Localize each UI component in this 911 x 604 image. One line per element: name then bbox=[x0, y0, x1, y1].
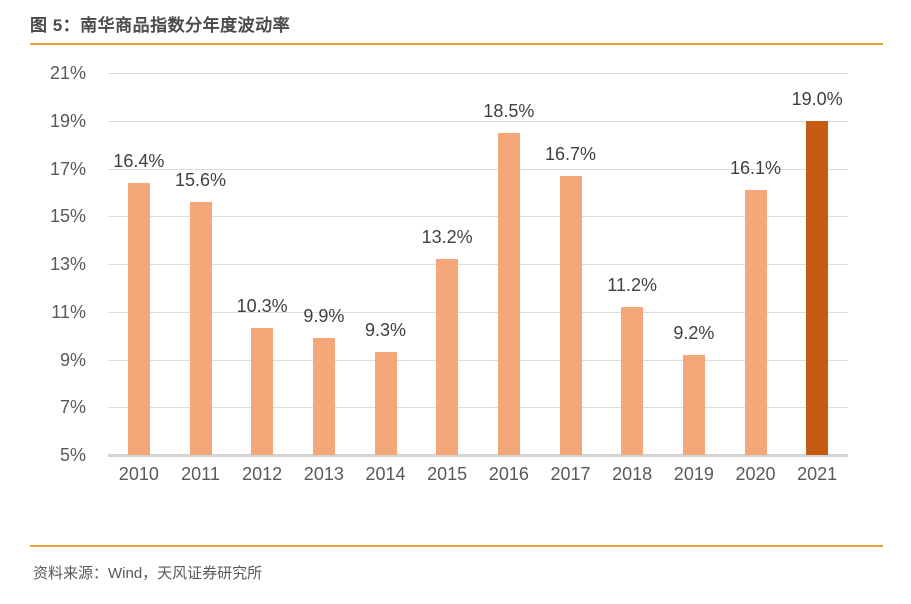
y-gridline bbox=[108, 73, 848, 74]
y-gridline bbox=[108, 168, 848, 170]
bar-value-label-2017: 16.7% bbox=[544, 143, 597, 164]
y-gridline bbox=[108, 311, 848, 313]
y-axis-tick-label: 11% bbox=[51, 301, 86, 322]
bar-2018 bbox=[621, 306, 644, 455]
x-axis-tick-label-2011: 2011 bbox=[181, 464, 220, 484]
y-axis-tick-label: 21% bbox=[49, 63, 86, 83]
y-gridline bbox=[108, 264, 848, 265]
bar-value-label-2012: 10.3% bbox=[236, 296, 288, 317]
bar-value-label-2010: 16.4% bbox=[113, 150, 165, 171]
x-axis-tick-label-2016: 2016 bbox=[488, 464, 529, 484]
bar-2017 bbox=[559, 175, 582, 455]
x-axis-line bbox=[108, 454, 848, 457]
y-axis-tick-label: 9% bbox=[59, 349, 86, 370]
bar-value-label-2011: 15.6% bbox=[174, 169, 227, 190]
bar-value-label-2018: 11.2% bbox=[607, 274, 658, 295]
x-axis-tick-label-2017: 2017 bbox=[550, 464, 591, 484]
bar-2012 bbox=[251, 328, 274, 455]
bar-value-label-2021: 19.0% bbox=[791, 88, 843, 109]
bar-2015 bbox=[436, 259, 459, 455]
bar-2021 bbox=[806, 120, 829, 455]
y-axis-tick-label: 15% bbox=[49, 206, 86, 227]
y-gridline bbox=[108, 359, 848, 361]
y-axis-tick-label: 5% bbox=[59, 445, 86, 465]
bar-value-label-2020: 16.1% bbox=[729, 157, 782, 178]
bar-2011 bbox=[189, 201, 212, 455]
x-axis-tick-label-2015: 2015 bbox=[427, 464, 468, 484]
bar-value-label-2014: 9.3% bbox=[364, 320, 407, 341]
y-gridline bbox=[108, 120, 848, 122]
footer-accent-rule bbox=[30, 545, 883, 547]
bar-value-label-2019: 9.2% bbox=[673, 322, 715, 343]
bar-2014 bbox=[374, 352, 397, 455]
header-accent-rule bbox=[30, 43, 883, 45]
x-axis-tick-label-2018: 2018 bbox=[612, 464, 653, 484]
bar-2010 bbox=[127, 182, 150, 455]
x-axis-tick-label-2014: 2014 bbox=[365, 464, 406, 484]
bar-2019 bbox=[682, 354, 705, 455]
x-axis-tick-label-2013: 2013 bbox=[303, 464, 344, 484]
bar-2013 bbox=[312, 338, 335, 455]
y-axis-tick-label: 17% bbox=[49, 158, 86, 179]
x-axis-tick-label-2010: 2010 bbox=[118, 464, 159, 484]
bar-value-label-2013: 9.9% bbox=[303, 306, 345, 326]
bar-value-label-2015: 13.2% bbox=[421, 227, 473, 248]
y-axis-tick-label: 13% bbox=[49, 254, 86, 274]
bar-2020 bbox=[744, 189, 767, 455]
x-axis-tick-label-2020: 2020 bbox=[735, 464, 776, 484]
data-source-note: 资料来源：Wind，天风证券研究所 bbox=[33, 565, 263, 582]
y-axis-tick-label: 7% bbox=[59, 397, 86, 418]
bar-2016 bbox=[497, 132, 520, 455]
y-gridline bbox=[108, 407, 848, 409]
figure-title: 图 5：南华商品指数分年度波动率 bbox=[30, 16, 291, 35]
bar-value-label-2016: 18.5% bbox=[483, 100, 535, 121]
y-gridline bbox=[108, 216, 848, 218]
x-axis-tick-label-2019: 2019 bbox=[673, 464, 714, 484]
x-axis-tick-label-2021: 2021 bbox=[797, 464, 838, 484]
x-axis-tick-label-2012: 2012 bbox=[242, 464, 283, 484]
y-axis-tick-label: 19% bbox=[49, 110, 86, 131]
